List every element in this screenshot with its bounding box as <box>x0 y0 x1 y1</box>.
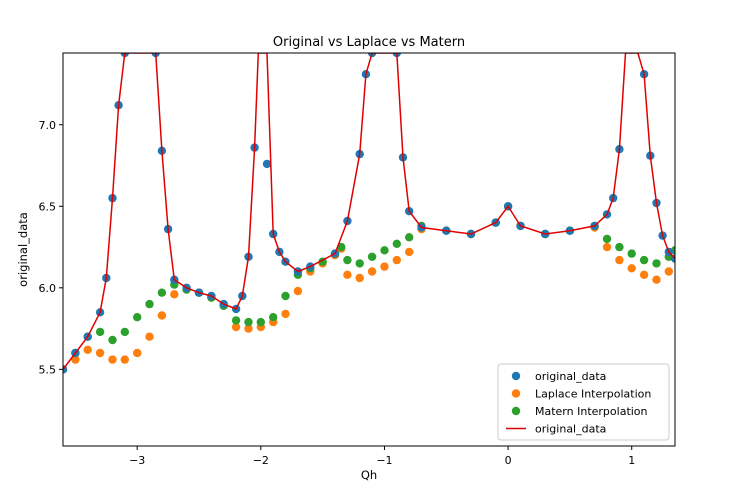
data-point <box>627 249 636 258</box>
data-point <box>380 262 389 271</box>
x-axis-ticks: −3 −2 −1 0 1 <box>129 446 635 467</box>
data-point <box>293 286 303 296</box>
legend-entry-label: original_data <box>535 423 606 436</box>
data-point <box>392 255 401 265</box>
data-point <box>380 246 389 255</box>
x-tick-label: −1 <box>376 454 392 467</box>
series-0 <box>63 53 675 374</box>
legend-box <box>497 363 670 441</box>
data-point <box>262 159 272 169</box>
data-point <box>120 327 129 337</box>
y-tick-label: 6.5 <box>39 200 57 213</box>
data-point <box>615 255 624 265</box>
data-point <box>343 255 352 265</box>
legend-marker-swatch <box>511 371 521 381</box>
data-point <box>120 355 129 364</box>
data-point <box>281 309 290 319</box>
series-layer <box>63 53 675 374</box>
x-tick-label: −2 <box>253 454 269 467</box>
data-point <box>337 242 346 252</box>
data-point <box>343 270 352 279</box>
data-point <box>664 267 673 276</box>
data-point <box>133 313 142 322</box>
data-point <box>95 348 105 358</box>
data-point <box>145 332 154 341</box>
data-point <box>108 355 117 364</box>
x-tick-label: −3 <box>129 454 145 467</box>
data-point <box>392 239 401 248</box>
y-tick-label: 6.0 <box>39 282 57 295</box>
y-axis-ticks: 5.5 6.0 6.5 7.0 <box>39 119 63 376</box>
data-point <box>627 264 636 273</box>
legend-marker-swatch <box>511 389 521 398</box>
legend-entry-label: Laplace Interpolation <box>535 388 651 401</box>
data-point <box>367 252 377 261</box>
x-tick-label: 0 <box>505 454 512 467</box>
y-axis-label: original_data <box>16 212 30 287</box>
data-point <box>244 317 253 327</box>
data-point <box>355 259 364 268</box>
legend: original_data Laplace Interpolation Matern… <box>497 363 670 441</box>
y-tick-label: 5.5 <box>39 363 57 376</box>
legend-entry-label: original_data <box>535 370 606 383</box>
data-point <box>170 290 179 299</box>
data-point <box>231 322 241 332</box>
data-point <box>367 267 377 276</box>
data-point <box>95 327 105 337</box>
data-point <box>133 348 142 358</box>
data-point <box>405 233 414 242</box>
legend-entry-label: Matern Interpolation <box>535 405 648 418</box>
data-point <box>71 355 80 364</box>
data-point <box>602 234 612 244</box>
data-point <box>652 259 661 268</box>
data-point <box>652 275 661 284</box>
data-point <box>639 270 649 279</box>
data-point <box>355 273 364 283</box>
data-point <box>157 288 167 297</box>
data-point <box>281 291 290 301</box>
data-point <box>157 311 167 320</box>
legend-marker-swatch <box>511 406 521 416</box>
y-tick-label: 7.0 <box>39 119 57 132</box>
data-point <box>145 299 154 309</box>
data-point <box>602 242 612 252</box>
data-point <box>83 345 92 354</box>
data-point <box>244 324 253 333</box>
data-point <box>108 335 117 345</box>
data-point <box>256 317 265 327</box>
data-point <box>269 313 278 322</box>
series-3 <box>63 53 675 370</box>
data-point <box>231 316 241 325</box>
data-point <box>615 242 624 252</box>
plot-frame <box>62 52 676 447</box>
chart-title: Original vs Laplace vs Matern <box>273 35 465 50</box>
data-point <box>405 247 414 257</box>
x-tick-label: 1 <box>628 454 635 467</box>
series-line <box>63 53 675 370</box>
x-axis-label: Qh <box>361 468 377 482</box>
data-point <box>639 255 649 265</box>
